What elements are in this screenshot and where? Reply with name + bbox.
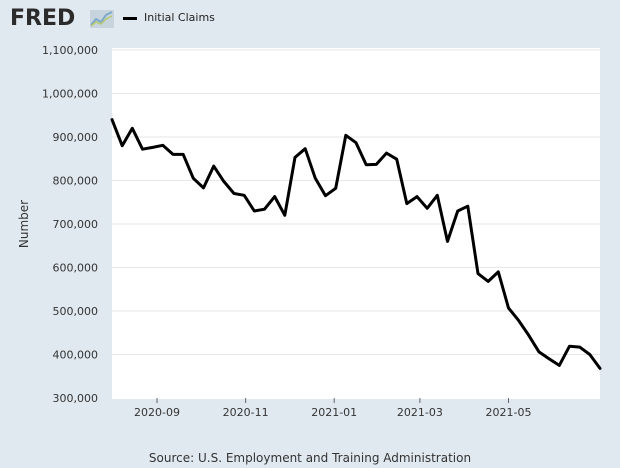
- y-tick-label: 700,000: [53, 218, 99, 231]
- legend-swatch-initial-claims: [123, 17, 137, 20]
- y-tick-label: 400,000: [53, 349, 99, 362]
- header: FRED Initial Claims: [0, 0, 620, 40]
- y-tick-label: 500,000: [53, 305, 99, 318]
- x-tick-label: 2021-05: [486, 406, 532, 419]
- source-note: Source: U.S. Employment and Training Adm…: [148, 451, 472, 465]
- y-tick-label: 600,000: [53, 262, 99, 275]
- y-tick-label: 900,000: [53, 131, 99, 144]
- fred-graph-icon: [90, 10, 114, 28]
- line-chart: 300,000 400,000 500,000 600,000 700,000 800,0…: [42, 44, 602, 419]
- x-tick-label: 2021-03: [397, 406, 443, 419]
- fred-logo[interactable]: FRED: [10, 6, 76, 31]
- x-tick-label: 2020-11: [223, 406, 269, 419]
- y-tick-label: 1,000,000: [42, 88, 98, 101]
- legend-label-initial-claims: Initial Claims: [144, 11, 215, 24]
- x-tick-label: 2020-09: [134, 406, 180, 419]
- y-tick-label: 1,100,000: [42, 44, 98, 57]
- series-line-initial-claims: [110, 118, 602, 370]
- y-tick-label: 800,000: [53, 175, 99, 188]
- y-tick-label: 300,000: [53, 392, 99, 405]
- x-tick-label: 2021-01: [311, 406, 357, 419]
